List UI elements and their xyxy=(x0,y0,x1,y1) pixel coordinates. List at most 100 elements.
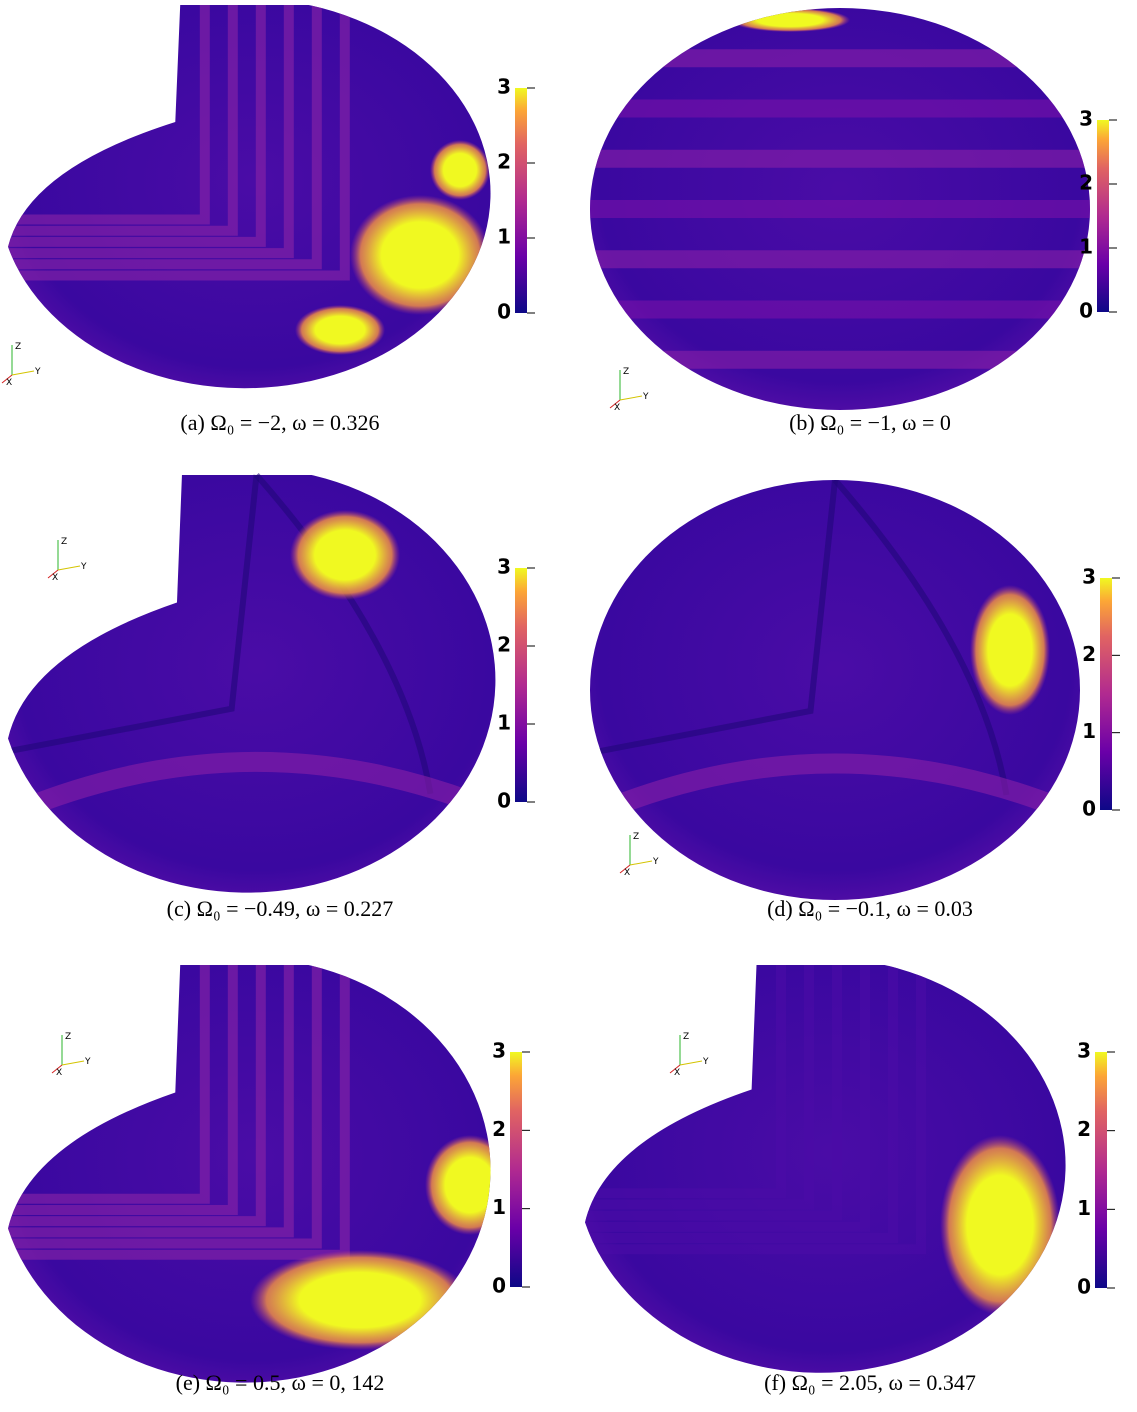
caption: (a) Ω₀ = −2, ω = 0.326 xyxy=(180,410,379,435)
colorbar-label: 1 xyxy=(1077,1196,1091,1220)
hot-spot xyxy=(250,1250,470,1350)
colorbar-label: 1 xyxy=(492,1195,506,1219)
colorbar xyxy=(1095,1052,1107,1288)
axis-label: Y xyxy=(80,562,87,572)
stripe xyxy=(585,965,926,1255)
axis-y xyxy=(629,860,653,866)
colorbar-label: 2 xyxy=(497,150,511,174)
axis-label: X xyxy=(674,1068,680,1078)
colorbar-label: 2 xyxy=(1082,642,1096,666)
colorbar-label: 3 xyxy=(497,555,511,579)
axis-y xyxy=(61,1060,85,1066)
colorbar-label: 1 xyxy=(1079,235,1093,259)
stripe xyxy=(8,965,238,1215)
stripe xyxy=(8,5,350,281)
axis-label: Z xyxy=(633,832,639,842)
colorbar-label: 1 xyxy=(497,225,511,249)
colorbar-label: 0 xyxy=(1079,299,1093,323)
axis-x xyxy=(619,864,631,874)
stripe xyxy=(585,965,842,1221)
stripe xyxy=(8,5,266,247)
panel: 0 1 2 3 Z Y X (f) Ω₀ = 2.05, ω = 0.347 xyxy=(585,965,1115,1395)
colorbar xyxy=(1100,578,1112,810)
stripe xyxy=(590,753,1080,826)
axis-x xyxy=(609,399,621,409)
render xyxy=(590,8,1090,410)
stripe xyxy=(8,474,260,755)
colorbar-label: 3 xyxy=(1082,565,1096,589)
stripe xyxy=(8,5,238,236)
axis-label: Y xyxy=(34,367,41,377)
colorbar-label: 0 xyxy=(497,789,511,813)
stripe xyxy=(585,965,786,1199)
stripe xyxy=(8,965,266,1227)
colorbar-label: 3 xyxy=(1079,107,1093,131)
surface xyxy=(8,475,496,893)
axis-x xyxy=(47,569,59,579)
panel: 0 1 2 3 Z Y X (a) Ω₀ = −2, ω = 0.326 xyxy=(1,5,535,435)
hot-spot xyxy=(350,195,490,315)
axis-x xyxy=(51,1064,63,1074)
hot-spot xyxy=(970,585,1050,715)
stripe xyxy=(8,965,210,1204)
axis-y xyxy=(679,1060,703,1066)
colorbar xyxy=(515,88,527,313)
hot-spot xyxy=(425,1135,491,1235)
colorbar-label: 1 xyxy=(1082,719,1096,743)
colorbar-label: 3 xyxy=(1077,1039,1091,1063)
colorbar xyxy=(515,568,527,802)
colorbar-label: 2 xyxy=(1079,171,1093,195)
colorbar-label: 0 xyxy=(497,300,511,324)
panel: 0 1 2 3 Z Y X (d) Ω₀ = −0.1, ω = 0.03 xyxy=(590,480,1120,921)
colorbar-label: 2 xyxy=(1077,1117,1091,1141)
render xyxy=(8,965,491,1383)
caption: (c) Ω₀ = −0.49, ω = 0.227 xyxy=(167,896,394,921)
axis-label: X xyxy=(56,1068,62,1078)
axis-label: Y xyxy=(84,1057,91,1067)
colorbar-label: 0 xyxy=(492,1274,506,1298)
axis-y xyxy=(619,395,643,401)
stripe xyxy=(585,965,814,1210)
axis-x xyxy=(669,1064,681,1074)
panel: 0 1 2 3 Z Y X (c) Ω₀ = −0.49, ω = 0.227 xyxy=(8,473,535,921)
axis-y xyxy=(57,565,81,571)
stripe xyxy=(8,5,322,270)
stripe xyxy=(585,965,870,1232)
colorbar-label: 2 xyxy=(492,1117,506,1141)
caption: (e) Ω₀ = 0.5, ω = 0, 142 xyxy=(176,1370,385,1395)
stripe xyxy=(590,480,838,756)
panel: 0 1 2 3 Z Y X (e) Ω₀ = 0.5, ω = 0, 142 xyxy=(8,965,530,1395)
axis-label: X xyxy=(6,378,12,388)
render xyxy=(8,5,491,389)
stripe xyxy=(8,965,294,1238)
render xyxy=(590,480,1080,900)
axis-label: Z xyxy=(65,1032,71,1042)
axis-label: Z xyxy=(15,342,21,352)
colorbar-label: 2 xyxy=(497,633,511,657)
stripe xyxy=(8,5,294,259)
colorbar-label: 3 xyxy=(497,75,511,99)
stripe xyxy=(585,965,898,1244)
stripe xyxy=(254,473,434,795)
render xyxy=(8,473,496,893)
render xyxy=(585,965,1066,1373)
colorbar-label: 1 xyxy=(497,711,511,735)
axis-label: Y xyxy=(652,857,659,867)
caption: (b) Ω₀ = −1, ω = 0 xyxy=(789,410,951,435)
panel: 0 1 2 3 Z Y X (b) Ω₀ = −1, ω = 0 xyxy=(590,8,1117,435)
axis-label: X xyxy=(614,403,620,413)
axis-label: Y xyxy=(642,392,649,402)
stripe xyxy=(8,751,496,825)
hot-spot xyxy=(295,305,385,355)
axis-label: Y xyxy=(702,1057,709,1067)
axis-label: X xyxy=(624,868,630,878)
axis-x xyxy=(1,374,13,384)
axis-label: Z xyxy=(683,1032,689,1042)
stripe xyxy=(8,5,210,225)
colorbar-label: 0 xyxy=(1082,797,1096,821)
caption: (d) Ω₀ = −0.1, ω = 0.03 xyxy=(767,896,973,921)
hot-spot xyxy=(940,1135,1060,1315)
colorbar xyxy=(1097,120,1109,312)
colorbar-label: 3 xyxy=(492,1039,506,1063)
